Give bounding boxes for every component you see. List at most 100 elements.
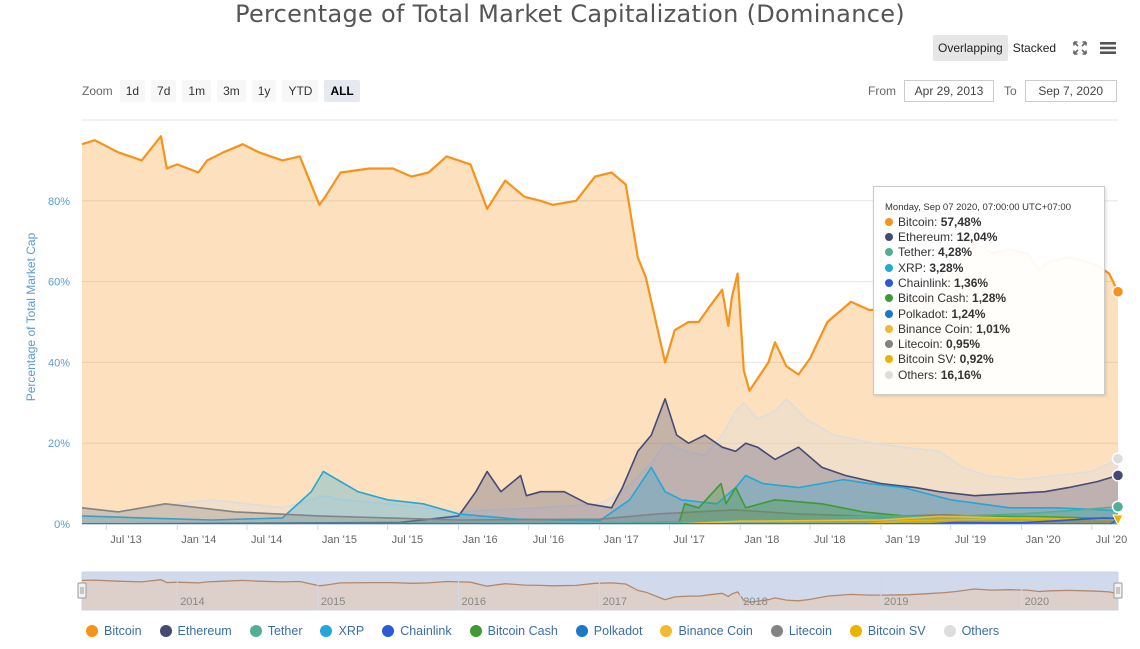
- tooltip-series-value: 1,36%: [954, 276, 989, 290]
- legend-item-binance-coin[interactable]: Binance Coin: [660, 624, 753, 638]
- tooltip-row-chainlink: Chainlink: 1,36%: [885, 276, 988, 290]
- tooltip-series-name: Bitcoin SV: [898, 352, 953, 366]
- legend-item-bitcoin-sv[interactable]: Bitcoin SV: [849, 624, 926, 638]
- chart-title: Percentage of Total Market Capitalizatio…: [235, 0, 905, 28]
- legend-item-tether[interactable]: Tether: [249, 624, 303, 638]
- tooltip-series-value: 0,95%: [946, 337, 981, 351]
- tooltip-dot: [885, 233, 893, 241]
- series-area-xrp: [82, 467, 1118, 524]
- legend-item-chainlink[interactable]: Chainlink: [382, 624, 452, 638]
- tooltip-dot: [885, 371, 893, 379]
- legend-item-bitcoin-cash[interactable]: Bitcoin Cash: [469, 624, 558, 638]
- navigator-year-label: 2018: [743, 596, 767, 608]
- y-axis-title: Percentage of Total Market Cap: [24, 232, 38, 401]
- tooltip-dot: [885, 355, 893, 363]
- tooltip-series-name: Litecoin: [898, 337, 940, 351]
- stacked-button[interactable]: Stacked: [1012, 41, 1057, 55]
- series-area-binance-coin: [82, 516, 1118, 524]
- tooltip-dot: [885, 264, 893, 272]
- legend-item-others[interactable]: Others: [943, 624, 1000, 638]
- menu-icon[interactable]: [1099, 39, 1117, 57]
- navigator[interactable]: 2014 2015 2016 2017 2018 2019 2020: [77, 571, 1123, 611]
- marker-ethereum: [1111, 469, 1125, 482]
- tooltip-row-polkadot: Polkadot: 1,24%: [885, 307, 985, 321]
- navigator-year-label: 2014: [180, 596, 204, 608]
- zoom-label: Zoom: [82, 84, 113, 98]
- date-range-selector: From Apr 29, 2013 To Sep 7, 2020: [868, 80, 1117, 102]
- legend-dot: [86, 625, 98, 637]
- zoom-all-button[interactable]: ALL: [324, 80, 360, 102]
- legend-dot: [770, 625, 783, 637]
- chart-legend: Bitcoin Ethereum Tether XRP Chainlink Bi…: [86, 624, 999, 638]
- zoom-3m-button[interactable]: 3m: [217, 80, 246, 102]
- tooltip-header: Monday, Sep 07 2020, 07:00:00 UTC+07:00: [885, 202, 1071, 213]
- zoom-1y-button[interactable]: 1y: [251, 80, 277, 102]
- tooltip-series-value: 16,16%: [940, 368, 982, 382]
- legend-label: Others: [961, 624, 1000, 638]
- legend-label: Ethereum: [177, 624, 232, 638]
- x-tick-label: Jan '20: [1026, 534, 1061, 546]
- tooltip-row-binance-coin: Binance Coin: 1,01%: [885, 322, 1010, 336]
- series-area-bitcoin-cash: [82, 483, 1118, 524]
- x-tick-label: Jul '14: [251, 534, 282, 546]
- zoom-1d-button[interactable]: 1d: [119, 80, 146, 102]
- tooltip-series-name: Binance Coin: [898, 322, 970, 336]
- tooltip-series-value: 3,28%: [929, 261, 964, 275]
- tooltip-series-value: 1,24%: [951, 307, 986, 321]
- handle-body: [77, 582, 87, 599]
- series-line-others: [81, 398, 1119, 513]
- series-area-bitcoin: [82, 136, 1118, 524]
- marker-triangle: [1112, 514, 1124, 527]
- legend-dot: [249, 625, 262, 637]
- legend-item-litecoin[interactable]: Litecoin: [770, 624, 832, 638]
- legend-label: Bitcoin: [104, 624, 142, 638]
- tooltip-series-value: 4,28%: [938, 245, 973, 259]
- tooltip-series-value: 57,48%: [940, 215, 982, 229]
- marker-bitcoin: [1111, 285, 1125, 299]
- navigator-year-label: 2015: [321, 596, 345, 608]
- tooltip-series-name: Polkadot: [898, 307, 945, 321]
- zoom-7d-button[interactable]: 7d: [151, 80, 177, 102]
- y-tick-label: 60%: [48, 277, 70, 289]
- x-tick-label: Jan '14: [181, 534, 216, 546]
- x-tick-label: Jul '20: [1096, 534, 1127, 546]
- series-area-ethereum: [82, 398, 1118, 524]
- zoom-ytd-button[interactable]: YTD: [282, 80, 319, 102]
- tooltip-series-name: Tether: [898, 245, 932, 259]
- tooltip-series-name: Others: [898, 368, 935, 382]
- from-date-input[interactable]: Apr 29, 2013: [904, 80, 994, 102]
- to-date-input[interactable]: Sep 7, 2020: [1024, 80, 1117, 102]
- tooltip-dot: [885, 294, 893, 302]
- navigator-year-label: 2017: [603, 596, 627, 608]
- overlapping-button[interactable]: Overlapping: [933, 35, 1008, 61]
- legend-label: Chainlink: [400, 624, 452, 638]
- navigator-left-handle[interactable]: [77, 582, 87, 599]
- legend-item-ethereum[interactable]: Ethereum: [159, 624, 232, 638]
- x-tick-label: Jul '17: [673, 534, 704, 546]
- from-label: From: [868, 84, 896, 98]
- navigator-year-label: 2019: [884, 596, 908, 608]
- chart-tooltip: Monday, Sep 07 2020, 07:00:00 UTC+07:00 …: [873, 186, 1105, 395]
- y-tick-label: 40%: [48, 357, 70, 369]
- tooltip-series-value: 1,01%: [976, 322, 1011, 336]
- series-area-others: [82, 398, 1118, 524]
- legend-label: Tether: [267, 624, 303, 638]
- fullscreen-icon[interactable]: [1071, 39, 1089, 57]
- legend-dot: [943, 625, 956, 637]
- legend-dot: [849, 625, 862, 637]
- legend-item-xrp[interactable]: XRP: [320, 624, 364, 638]
- legend-label: Bitcoin Cash: [487, 624, 558, 638]
- zoom-selector: Zoom 1d 7d 1m 3m 1y YTD ALL: [82, 80, 363, 102]
- navigator-right-handle[interactable]: [1113, 582, 1123, 599]
- zoom-1m-button[interactable]: 1m: [182, 80, 212, 102]
- tooltip-row-ethereum: Ethereum: 12,04%: [885, 230, 997, 244]
- tooltip-series-name: Bitcoin: [898, 215, 935, 229]
- legend-item-bitcoin[interactable]: Bitcoin: [86, 624, 142, 638]
- tooltip-series-name: Bitcoin Cash: [898, 291, 966, 305]
- x-tick-label: Jan '19: [885, 534, 920, 546]
- series-area-litecoin: [82, 503, 1118, 524]
- x-tick-label: Jul '16: [533, 534, 564, 546]
- x-tick-label: Jul '13: [110, 534, 141, 546]
- legend-item-polkadot[interactable]: Polkadot: [575, 624, 642, 638]
